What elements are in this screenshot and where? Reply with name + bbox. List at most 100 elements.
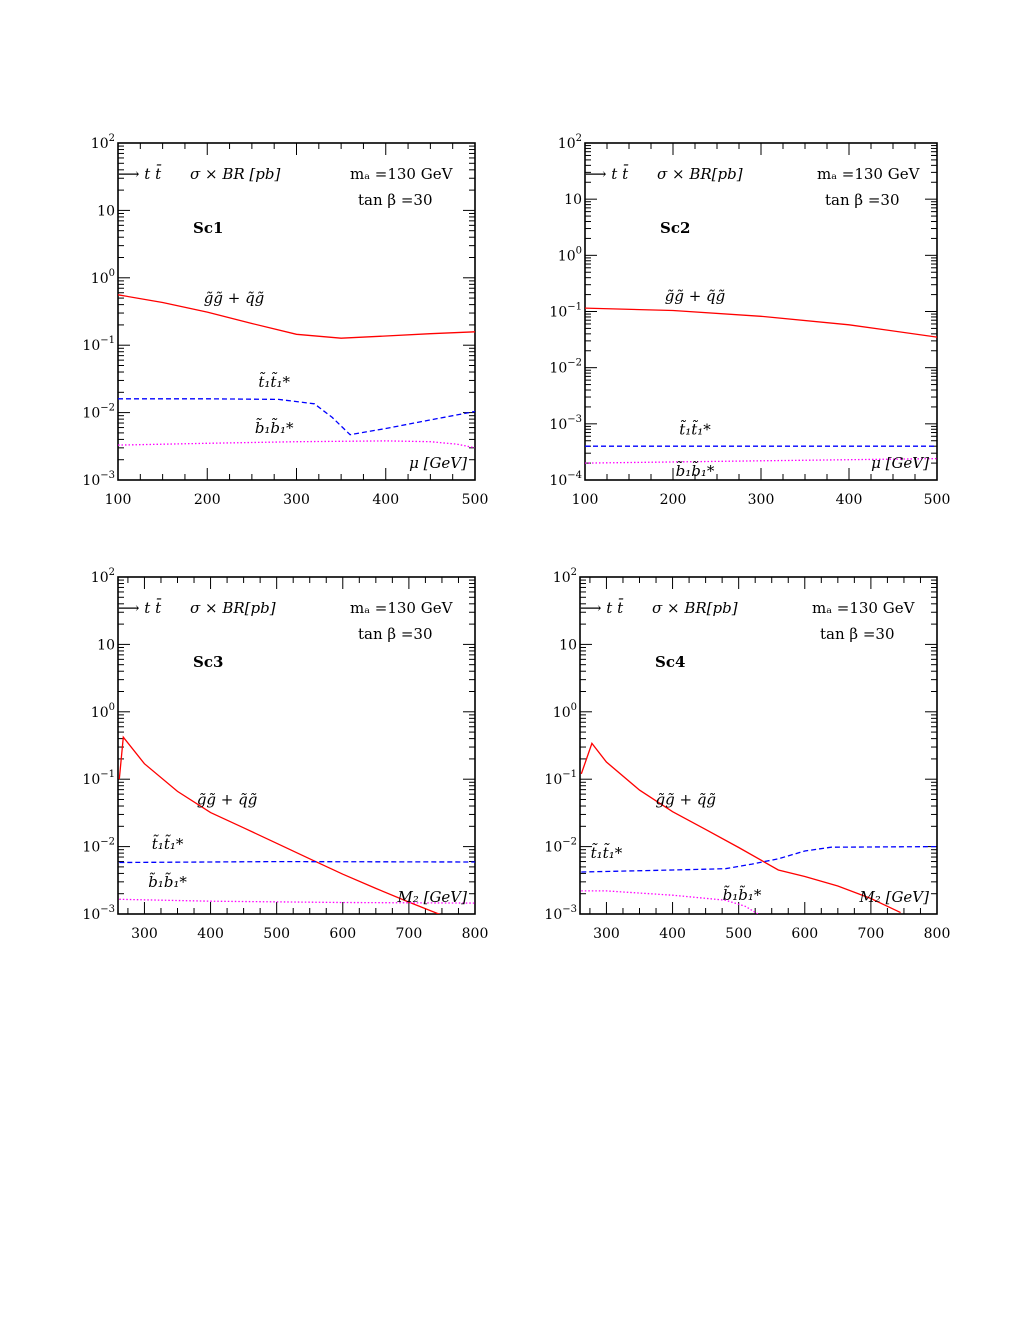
- tanbeta-label: tan β =30: [358, 191, 433, 209]
- y-tick-label: 10−1: [544, 769, 577, 788]
- x-axis-label: M₂ [GeV]: [396, 888, 467, 906]
- mass-label: mₐ =130 GeV: [350, 599, 454, 617]
- series-line-1: [581, 845, 937, 873]
- series-label: g̃g̃ + q̃g̃: [656, 791, 717, 809]
- x-axis-label: M₂ [GeV]: [858, 888, 929, 906]
- x-tick-label: 500: [725, 926, 752, 942]
- channel-label: ⟶ t t̄: [585, 165, 629, 183]
- series-label: b̃₁b̃₁*: [255, 418, 294, 437]
- series-label: t̃₁t̃₁*: [258, 372, 290, 391]
- series-label: b̃₁b̃₁*: [676, 461, 715, 480]
- x-tick-label: 300: [748, 492, 775, 508]
- quantity-label: σ × BR [pb]: [190, 165, 280, 183]
- panel-sc4: 102 10 100 10−1 10−2 10−3 300 400 500 600 700 800 g̃…: [544, 567, 950, 942]
- channel-label: ⟶ t t̄: [118, 165, 162, 183]
- y-tick-label: 10: [97, 203, 115, 219]
- x-axis-label: μ [GeV]: [871, 454, 929, 472]
- channel-label: ⟶ t t̄: [580, 599, 624, 617]
- y-tick-label: 100: [558, 245, 582, 264]
- tanbeta-label: tan β =30: [820, 625, 895, 643]
- x-tick-label: 100: [105, 492, 132, 508]
- y-tick-label: 10−2: [544, 837, 577, 856]
- panel-sc3: 102 10 100 10−1 10−2 10−3 300 400 500 600 700 800 g̃…: [82, 567, 488, 942]
- series-line-2: [119, 898, 475, 904]
- series-label: g̃g̃ + q̃g̃: [197, 791, 258, 809]
- y-tick-label: 10−1: [82, 335, 115, 354]
- y-tick-label: 100: [91, 702, 115, 721]
- x-tick-label: 500: [924, 492, 951, 508]
- mass-label: mₐ =130 GeV: [812, 599, 916, 617]
- y-tick-label: 10: [564, 192, 582, 208]
- x-axis-label: μ [GeV]: [409, 454, 467, 472]
- tanbeta-label: tan β =30: [825, 191, 900, 209]
- series-label: b̃₁b̃₁*: [723, 885, 762, 904]
- y-tick-label: 10−4: [549, 470, 582, 489]
- y-tick-label: 10−3: [544, 904, 577, 923]
- series-label: b̃₁b̃₁*: [148, 872, 187, 891]
- x-tick-label: 500: [462, 492, 489, 508]
- series-label: g̃g̃ + q̃g̃: [204, 289, 265, 307]
- quantity-label: σ × BR[pb]: [657, 165, 743, 183]
- panel-sc2: 102 10 100 10−1 10−2 10−3 10−4 100 200 300 400 500 g…: [549, 133, 950, 508]
- series-line-2: [585, 457, 937, 464]
- panel-sc1: 102 10 100 10−1 10−2 10−3 100 200 300 400 500 g̃g̃ …: [82, 133, 488, 508]
- mass-label: mₐ =130 GeV: [817, 165, 921, 183]
- y-tick-label: 10−1: [549, 302, 582, 321]
- series-label: g̃g̃ + q̃g̃: [665, 287, 726, 305]
- x-tick-label: 400: [197, 926, 224, 942]
- x-tick-label: 100: [572, 492, 599, 508]
- scenario-label: Sc4: [655, 653, 685, 671]
- series-line-0: [118, 294, 475, 339]
- x-tick-label: 300: [283, 492, 310, 508]
- y-tick-label: 10−2: [549, 358, 582, 377]
- x-tick-label: 400: [836, 492, 863, 508]
- x-tick-label: 700: [858, 926, 885, 942]
- y-tick-label: 100: [91, 268, 115, 287]
- scenario-label: Sc1: [193, 219, 223, 237]
- plot-frame: [117, 576, 476, 915]
- series-line-1: [119, 860, 475, 864]
- y-tick-label: 10−3: [549, 414, 582, 433]
- x-tick-label: 800: [462, 926, 489, 942]
- series-line-0: [585, 307, 937, 338]
- x-tick-label: 800: [924, 926, 951, 942]
- y-tick-label: 100: [553, 702, 577, 721]
- series-line-2: [118, 440, 475, 449]
- series-label: t̃₁t̃₁*: [679, 419, 711, 438]
- y-tick-label: 102: [91, 567, 115, 586]
- x-tick-label: 600: [329, 926, 356, 942]
- series-label: t̃₁t̃₁*: [591, 843, 623, 862]
- series-line-0: [118, 735, 441, 914]
- y-tick-label: 10−2: [82, 837, 115, 856]
- x-tick-label: 300: [131, 926, 158, 942]
- y-tick-label: 102: [558, 133, 582, 152]
- x-tick-label: 400: [372, 492, 399, 508]
- scenario-label: Sc2: [660, 219, 690, 237]
- x-tick-label: 200: [194, 492, 221, 508]
- x-tick-label: 200: [660, 492, 687, 508]
- y-tick-label: 102: [553, 567, 577, 586]
- x-tick-label: 400: [659, 926, 686, 942]
- x-tick-label: 300: [593, 926, 620, 942]
- scenario-label: Sc3: [193, 653, 223, 671]
- y-tick-label: 10−3: [82, 470, 115, 489]
- y-tick-label: 10−1: [82, 769, 115, 788]
- series-line-0: [580, 742, 901, 914]
- x-tick-label: 700: [396, 926, 423, 942]
- mass-label: mₐ =130 GeV: [350, 165, 454, 183]
- series-line-1: [118, 398, 475, 436]
- tanbeta-label: tan β =30: [358, 625, 433, 643]
- y-tick-label: 10: [559, 637, 577, 653]
- series-label: t̃₁t̃₁*: [152, 834, 184, 853]
- x-tick-label: 600: [791, 926, 818, 942]
- quantity-label: σ × BR[pb]: [652, 599, 738, 617]
- quantity-label: σ × BR[pb]: [190, 599, 276, 617]
- y-tick-label: 10: [97, 637, 115, 653]
- y-tick-label: 102: [91, 133, 115, 152]
- x-tick-label: 500: [263, 926, 290, 942]
- channel-label: ⟶ t t̄: [118, 599, 162, 617]
- y-tick-label: 10−2: [82, 403, 115, 422]
- plot-frame: [579, 576, 938, 915]
- y-tick-label: 10−3: [82, 904, 115, 923]
